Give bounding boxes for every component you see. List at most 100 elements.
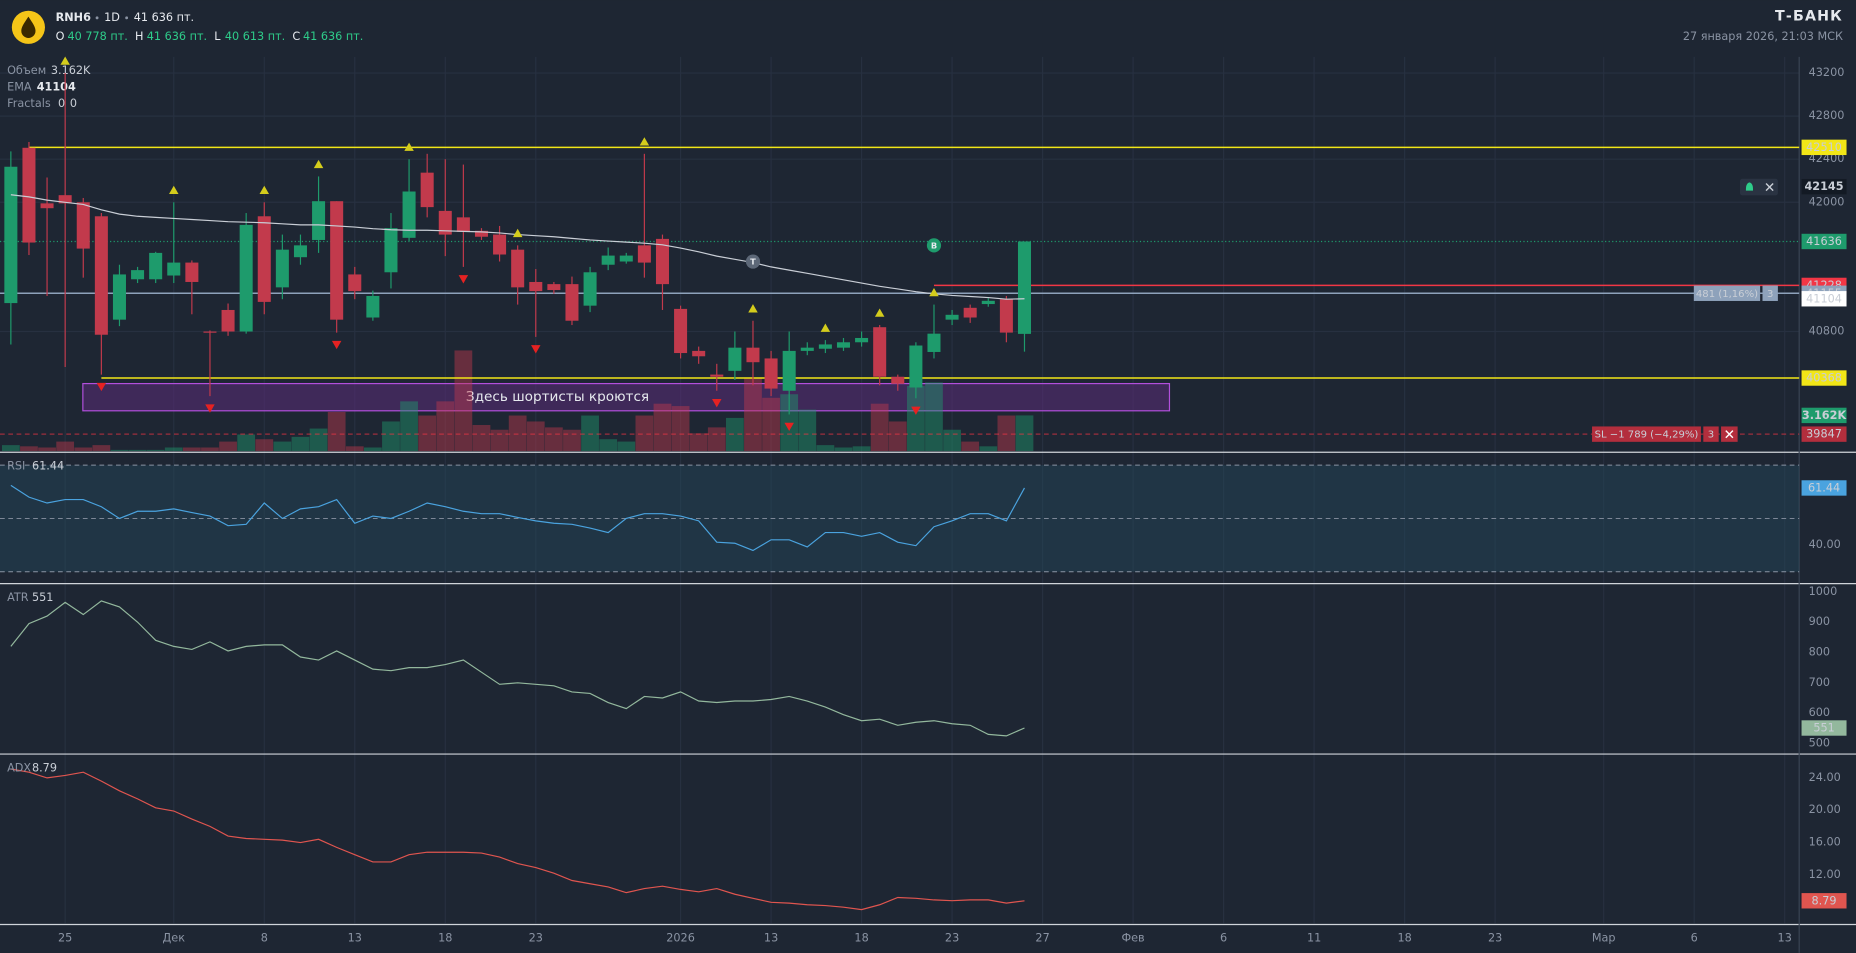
candle-body xyxy=(293,245,307,258)
volume-bar xyxy=(454,350,473,452)
x-tick-label: 18 xyxy=(438,932,452,945)
fractal-down xyxy=(712,399,722,408)
separator xyxy=(125,16,129,20)
volume-bar xyxy=(400,401,418,452)
candle-body xyxy=(692,350,706,357)
indicator-line xyxy=(10,484,1026,552)
volume-bar xyxy=(490,429,509,452)
fractal-down xyxy=(96,382,107,392)
candle-body xyxy=(601,255,615,265)
candle-body xyxy=(963,307,977,318)
fractal-up xyxy=(874,308,885,317)
candle-body xyxy=(384,228,398,273)
indicator-value: 8.79 xyxy=(32,761,57,774)
candle-body xyxy=(257,216,271,302)
volume-bar xyxy=(526,421,545,452)
volume-bar xyxy=(798,409,817,452)
order-close xyxy=(1725,430,1734,439)
candle-body xyxy=(909,345,923,388)
annotation-box xyxy=(82,382,1171,412)
volume-bar xyxy=(327,411,346,452)
annotation-text: Здесь шортисты кроются xyxy=(466,389,649,405)
y-tick-label: 43200 xyxy=(1809,66,1845,79)
x-tick-label: Фев xyxy=(1121,932,1144,945)
ohlc-label: C xyxy=(292,30,300,43)
candle-body xyxy=(619,255,633,262)
volume-bar xyxy=(146,449,165,452)
y-tick-label: 500 xyxy=(1809,736,1830,749)
legend-volume-value: 3.162K xyxy=(51,64,91,77)
volume-bar xyxy=(436,401,455,452)
trade-marker-label: B xyxy=(931,240,937,250)
volume-bar xyxy=(726,417,744,452)
volume-bar xyxy=(273,441,292,452)
legend-fractals: Fractals xyxy=(7,97,51,110)
volume-bar xyxy=(599,439,618,452)
indicator-value: 551 xyxy=(32,591,53,604)
candle-body xyxy=(674,308,688,354)
volume-bar xyxy=(309,428,328,452)
candle-body xyxy=(800,347,814,351)
volume-bar xyxy=(128,449,147,452)
alert-close[interactable] xyxy=(1765,183,1774,192)
candle-body xyxy=(474,230,488,237)
price-level-tag-bg xyxy=(1801,426,1847,442)
y-tick-label: 40.00 xyxy=(1809,538,1841,551)
candle-body xyxy=(764,358,778,389)
candle-body xyxy=(945,314,959,320)
candle-body xyxy=(312,201,326,240)
grid xyxy=(0,56,1800,924)
legend-ema: EMA xyxy=(7,81,32,94)
price-level-tag: 39847 xyxy=(1806,428,1842,441)
fractal-up xyxy=(512,228,523,238)
candle-body xyxy=(112,274,126,320)
y-tick-label: 42400 xyxy=(1809,152,1845,165)
trade-marker-label: T xyxy=(750,257,756,267)
volume-bar xyxy=(852,446,871,452)
x-tick-label: Дек xyxy=(163,932,186,945)
x-tick-label: 23 xyxy=(945,932,959,945)
volume-bar xyxy=(508,415,527,452)
indicator-tag-bg xyxy=(1801,720,1847,736)
candle-body xyxy=(131,270,145,280)
alert-control[interactable] xyxy=(1740,178,1778,196)
logo-icon xyxy=(21,16,36,38)
volume-bar xyxy=(20,446,38,452)
volume-bar xyxy=(237,434,256,452)
plot: 25 Дек 8 13 18 23 2026 13 18 23 27 Фев 6 11 18 23 Мар 6 13… xyxy=(0,56,1856,953)
x-tick-label: 6 xyxy=(1691,932,1698,945)
candle-body xyxy=(4,166,18,304)
indicator-tag: 61.44 xyxy=(1808,482,1840,495)
y-tick-label: 900 xyxy=(1809,615,1830,628)
symbol: RNH6 xyxy=(56,11,91,24)
candle-body xyxy=(40,203,54,209)
x-tick-label: 27 xyxy=(1035,932,1049,945)
y-tick-label: 24.00 xyxy=(1809,771,1841,784)
y-tick-label: 1000 xyxy=(1809,585,1838,598)
y-tick-label: 42000 xyxy=(1809,195,1845,208)
order-label-bg xyxy=(1693,285,1761,301)
candle-body xyxy=(456,217,470,232)
volume-bar xyxy=(689,433,708,452)
order-label: SL −1 789 (−4,29%) xyxy=(1595,430,1699,441)
indicator-title: ADX xyxy=(7,761,31,774)
candle-body xyxy=(239,224,253,332)
datetime: 27 января 2026, 21:03 МСК xyxy=(1683,30,1843,43)
price-level-tag: 42510 xyxy=(1806,141,1842,154)
volume-tag: 3.162K xyxy=(1802,409,1848,422)
volume-bar xyxy=(997,415,1016,452)
candle-body xyxy=(493,234,507,255)
candle-body xyxy=(529,281,543,292)
volume-bar xyxy=(92,445,111,452)
candle-body xyxy=(655,238,669,285)
volume-bar xyxy=(164,447,183,452)
candle-body xyxy=(999,299,1013,333)
volume-bar xyxy=(834,447,853,452)
candle-body xyxy=(873,327,887,377)
candle-body xyxy=(348,274,362,292)
fractal-down xyxy=(205,404,215,413)
volume-bar xyxy=(943,429,961,452)
indicator-tag-bg xyxy=(1801,893,1847,909)
candle-body xyxy=(891,376,905,384)
fractal-down xyxy=(331,340,342,350)
